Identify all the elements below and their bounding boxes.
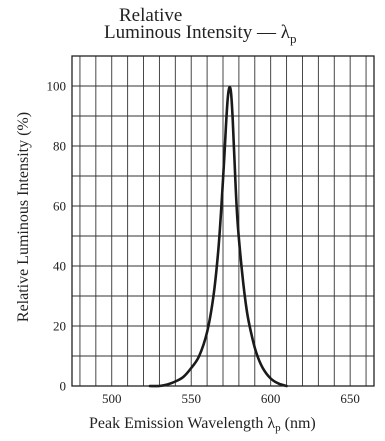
x-tick-label: 650 <box>340 391 360 406</box>
plot-frame <box>71 55 375 387</box>
chart-title-line-1: Relative <box>119 5 183 26</box>
x-axis-label-text: Peak Emission Wavelength λ <box>89 415 276 432</box>
grid <box>72 55 374 387</box>
x-axis-label-unit: (nm) <box>280 415 316 432</box>
x-axis-label-subscript: p <box>275 422 281 434</box>
x-axis-label: Peak Emission Wavelength λp (nm) <box>89 415 316 434</box>
x-tick-label: 600 <box>261 391 281 406</box>
chart-title-line-2: Luminous Intensity — λp <box>104 23 297 45</box>
x-tick-label: 500 <box>102 391 122 406</box>
y-tick-label: 40 <box>53 259 66 274</box>
ticks: 500 550 600 650 0 20 40 60 80 100 <box>47 79 360 407</box>
x-tick-label: 550 <box>181 391 201 406</box>
y-tick-label: 0 <box>60 379 67 394</box>
series <box>148 85 288 388</box>
y-tick-label: 100 <box>47 79 67 94</box>
y-tick-label: 60 <box>53 199 66 214</box>
y-tick-label: 20 <box>53 319 66 334</box>
chart-title-line-2-text: Luminous Intensity — λ <box>104 22 291 43</box>
y-tick-label: 80 <box>53 139 66 154</box>
chart-title-subscript: p <box>290 31 297 46</box>
series-line <box>148 85 288 388</box>
